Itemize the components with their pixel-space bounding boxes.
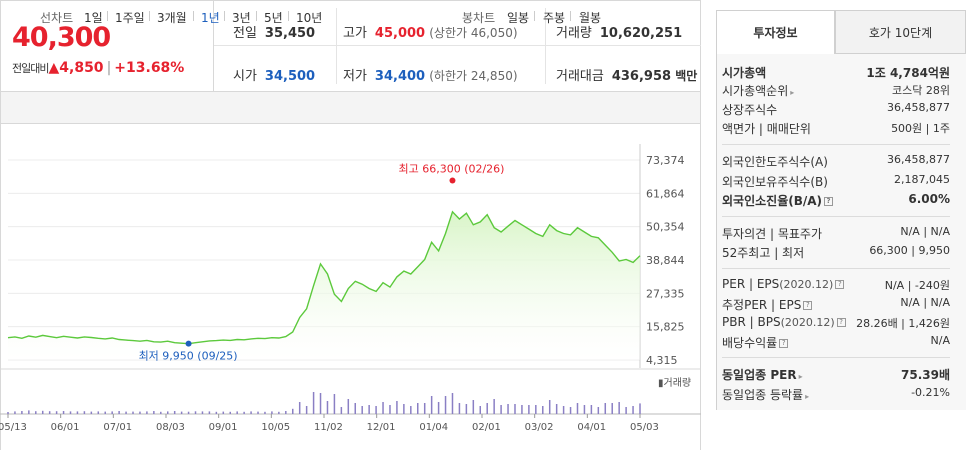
help-icon[interactable]: ?: [836, 318, 846, 327]
divider: |: [106, 60, 112, 76]
y-tick-label: 15,825: [646, 321, 685, 334]
quote-col-divider: [336, 8, 337, 84]
candle-monthly[interactable]: 월봉: [579, 11, 602, 25]
period-1d[interactable]: 1일: [84, 11, 103, 25]
x-tick-label: 02/01: [472, 422, 501, 433]
x-tick-label: 11/02: [314, 422, 343, 433]
divider: [149, 11, 150, 21]
week52-row: 52주최고 | 최저 66,300 | 9,950: [722, 244, 950, 260]
divider: [256, 11, 257, 21]
chart-toolbar: [0, 92, 701, 124]
foreign-limit-row: 외국인한도주식수(A) 36,458,877: [722, 153, 950, 169]
price-chart: 73,374 61,864 50,354 38,844 27,335 15,825 4,31…: [0, 144, 701, 433]
volume: 거래량 10,620,251: [556, 26, 683, 41]
candle-daily[interactable]: 일봉: [507, 11, 530, 25]
y-tick-label: 4,315: [646, 354, 678, 367]
industry-rate-row[interactable]: 동일업종 등락률 ▸ -0.21%: [722, 386, 950, 402]
divider: [722, 216, 950, 217]
par-row: 액면가 | 매매단위 500원 | 1주: [722, 122, 950, 136]
change-label: 전일대비: [12, 62, 49, 75]
prev-close: 전일 35,450: [233, 26, 316, 41]
price-line: [7, 210, 641, 345]
pbr-row: PBR | BPS(2020.12)? 28.26배 | 1,426원: [722, 315, 950, 330]
help-icon[interactable]: ?: [835, 280, 845, 289]
candle-chart-label: 봉차트: [462, 11, 496, 25]
help-icon[interactable]: ?: [803, 301, 813, 310]
quote-col-divider: [545, 8, 546, 84]
divider: [534, 11, 535, 21]
period-1w[interactable]: 1주일: [115, 11, 145, 25]
x-tick-label: 01/04: [419, 422, 448, 433]
divider: [722, 268, 950, 269]
x-tick-label: 04/01: [577, 422, 606, 433]
x-tick-label: 03/02: [525, 422, 554, 433]
trade-amount: 거래대금 436,958 백만: [556, 69, 698, 84]
price-summary-box: [0, 0, 214, 92]
day-high: 고가 45,000 (상한가 46,050): [343, 26, 518, 41]
per-row: PER | EPS(2020.12)? N/A | -240원: [722, 277, 950, 292]
chevron-right-icon: ▸: [805, 392, 810, 401]
high-label: 최고 66,300 (02/26): [398, 162, 504, 175]
divider: [722, 144, 950, 145]
high-marker: [449, 177, 456, 184]
line-chart-label: 선차트: [40, 11, 74, 25]
low-label: 최저 9,950 (09/25): [139, 350, 238, 363]
period-5y[interactable]: 5년: [264, 11, 283, 25]
period-3m[interactable]: 3개월: [157, 11, 187, 25]
quote-divider: [214, 45, 701, 46]
cap-rank-row[interactable]: 시가총액순위 ▸ 코스닥 28위: [722, 84, 950, 98]
x-tick-label: 07/01: [103, 422, 132, 433]
y-tick-label: 38,844: [646, 254, 685, 267]
opinion-row: 투자의견 | 목표주가 N/A | N/A: [722, 225, 950, 241]
y-tick-label: 50,354: [646, 221, 685, 234]
est-per-row: 추정PER | EPS? N/A | N/A: [722, 296, 950, 312]
period-1y[interactable]: 1년: [201, 11, 220, 25]
chevron-right-icon: ▸: [790, 88, 795, 97]
y-tick-label: 61,864: [646, 187, 685, 200]
y-tick-label: 73,374: [646, 154, 685, 167]
dividend-row: 배당수익률? N/A: [722, 334, 950, 350]
price-change-row: 전일대비▲4,850 | +13.68%: [12, 60, 184, 76]
foreign-hold-row: 외국인보유주식수(B) 2,187,045: [722, 173, 950, 189]
industry-per-row[interactable]: 동일업종 PER ▸ 75.39배: [722, 368, 950, 382]
day-low: 저가 34,400 (하한가 24,850): [343, 69, 518, 84]
period-3y[interactable]: 3년: [232, 11, 251, 25]
foreign-ratio-row: 외국인소진율(B/A)? 6.00%: [722, 192, 950, 208]
x-tick-label: 06/01: [51, 422, 80, 433]
x-tick-label: 12/01: [367, 422, 396, 433]
x-tick-label: 05/13: [0, 422, 27, 433]
divider: [193, 11, 194, 21]
up-arrow-icon: ▲: [48, 60, 60, 76]
divider: [288, 11, 289, 21]
chart-frame: [0, 124, 701, 450]
x-tick-label: 05/03: [630, 422, 659, 433]
market-cap-row: 시가총액 1조 4,784억원: [722, 66, 950, 80]
price-area: [8, 211, 640, 360]
change-amount: 4,850: [59, 60, 104, 76]
low-marker: [185, 340, 192, 347]
tab-investment-info[interactable]: 투자정보: [716, 10, 835, 54]
open-price: 시가 34,500: [233, 69, 316, 84]
candle-weekly[interactable]: 주봉: [543, 11, 566, 25]
volume-label: ▮거래량: [658, 377, 691, 389]
current-price: 40,300: [12, 22, 111, 53]
chevron-right-icon: ▸: [798, 372, 803, 381]
divider: [722, 357, 950, 358]
period-10y[interactable]: 10년: [296, 11, 323, 25]
change-percent: +13.68%: [114, 60, 185, 76]
divider: [224, 11, 225, 21]
divider: [107, 11, 108, 21]
divider: [570, 11, 571, 21]
tab-order-book[interactable]: 호가 10단계: [835, 10, 966, 54]
quote-box: [214, 0, 701, 92]
x-tick-label: 10/05: [261, 422, 290, 433]
investment-info-panel: [716, 54, 966, 410]
x-tick-label: 09/01: [209, 422, 238, 433]
help-icon[interactable]: ?: [824, 197, 834, 206]
shares-row: 상장주식수 36,458,877: [722, 101, 950, 117]
help-icon[interactable]: ?: [779, 339, 789, 348]
y-tick-label: 27,335: [646, 287, 685, 300]
x-tick-label: 08/03: [156, 422, 185, 433]
